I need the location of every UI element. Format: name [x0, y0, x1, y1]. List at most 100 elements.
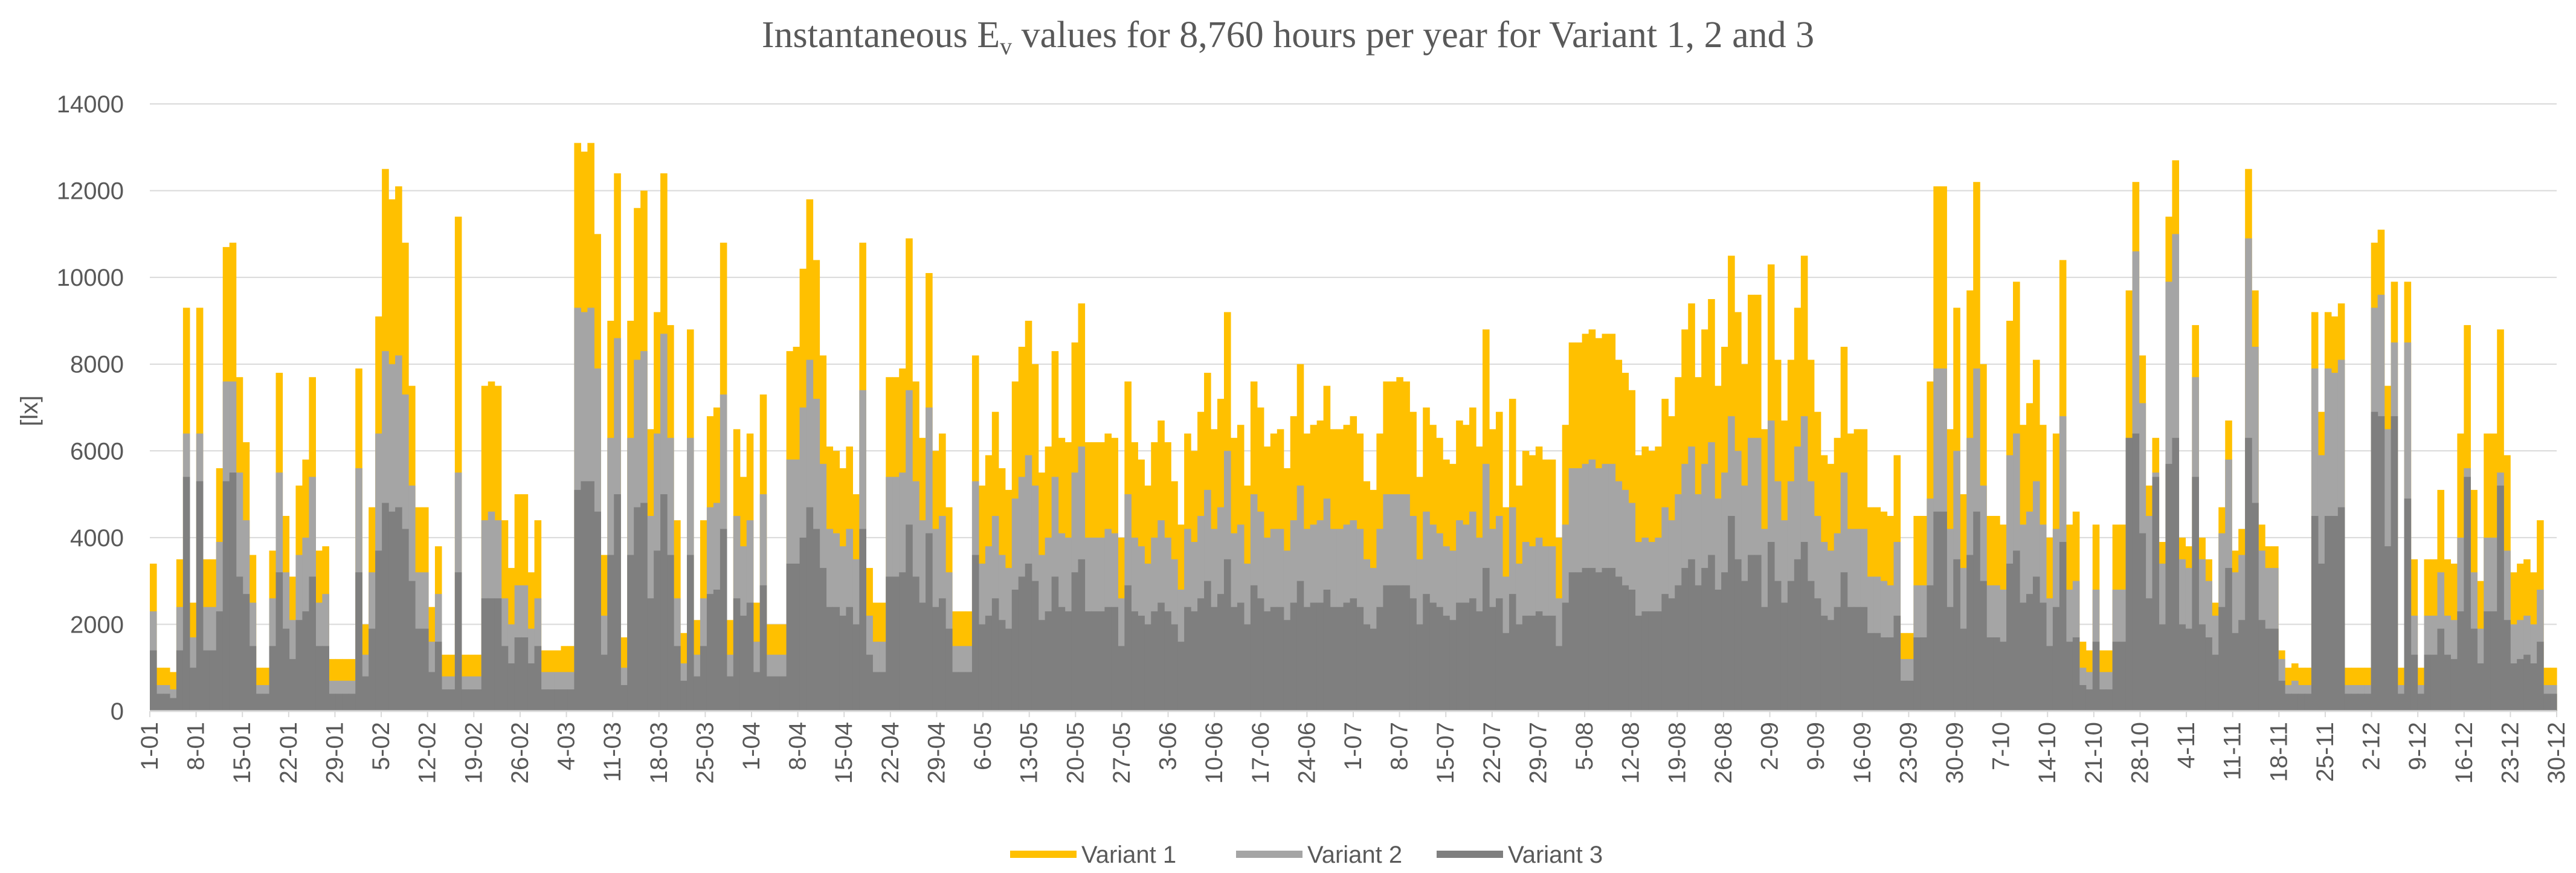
bar-variant-3	[1980, 581, 1987, 711]
bar-variant-3	[826, 607, 834, 711]
bar-variant-3	[2072, 637, 2080, 711]
bar-variant-3	[1230, 607, 1238, 711]
bar-variant-3	[926, 533, 933, 711]
bar-variant-3	[1734, 559, 1742, 711]
x-tick-label: 5-08	[1571, 722, 1598, 770]
bar-variant-3	[547, 689, 555, 711]
bar-variant-3	[899, 572, 906, 711]
bar-variant-3	[1416, 624, 1423, 711]
bar-variant-3	[1621, 585, 1629, 711]
bar-variant-3	[1595, 572, 1603, 711]
bar-variant-3	[2172, 437, 2180, 711]
bar-variant-3	[282, 628, 290, 711]
bar-variant-3	[1767, 542, 1775, 711]
bar-variant-3	[461, 689, 469, 711]
bar-variant-3	[706, 594, 714, 711]
bar-variant-3	[647, 598, 654, 711]
bar-variant-3	[607, 555, 614, 711]
bar-variant-3	[2344, 694, 2352, 711]
bar-variant-3	[1873, 633, 1881, 711]
bar-variant-3	[1011, 590, 1019, 711]
bar-variant-3	[1184, 607, 1191, 711]
bar-variant-3	[481, 598, 489, 711]
bar-variant-3	[753, 672, 761, 711]
bar-variant-3	[169, 698, 177, 711]
bar-variant-3	[2504, 620, 2511, 711]
bar-variant-3	[2464, 477, 2471, 711]
bar-variant-3	[1787, 581, 1795, 711]
bar-variant-3	[1648, 611, 1655, 711]
y-tick-label: 12000	[57, 178, 124, 205]
bar-variant-3	[1760, 607, 1768, 711]
bar-variant-3	[2032, 576, 2040, 711]
bar-variant-3	[309, 576, 316, 711]
bar-variant-3	[2125, 437, 2133, 711]
bar-variant-3	[793, 563, 800, 711]
bar-variant-3	[2410, 654, 2418, 711]
bar-variant-3	[1688, 559, 1695, 711]
bar-variant-3	[1071, 572, 1079, 711]
bar-variant-3	[494, 598, 502, 711]
bar-variant-3	[1489, 607, 1496, 711]
bar-variant-3	[302, 611, 310, 711]
bar-variant-3	[1588, 568, 1596, 711]
bar-variant-3	[2291, 694, 2299, 711]
bar-variant-3	[2066, 642, 2073, 711]
bar-variant-3	[2000, 642, 2007, 711]
chart-title: Instantaneous Ev values for 8,760 hours …	[762, 14, 1814, 60]
x-tick-label: 25-03	[692, 722, 718, 784]
bar-variant-3	[554, 689, 562, 711]
bar-variant-3	[1005, 628, 1013, 711]
legend-label: Variant 1	[1081, 842, 1176, 868]
bar-variant-3	[1469, 598, 1476, 711]
bar-variant-3	[1310, 602, 1318, 711]
bar-variant-3	[1993, 637, 2000, 711]
x-tick-label: 30-12	[2543, 722, 2570, 784]
bar-variant-3	[2550, 694, 2557, 711]
bar-variant-3	[421, 628, 429, 711]
bar-variant-3	[262, 694, 270, 711]
bar-variant-3	[395, 507, 402, 711]
bar-variant-3	[1628, 590, 1636, 711]
bar-variant-3	[1575, 572, 1583, 711]
bar-variant-3	[1124, 585, 1132, 711]
bar-variant-3	[1602, 568, 1609, 711]
bar-variant-3	[1701, 568, 1708, 711]
bar-variant-3	[2470, 628, 2478, 711]
bar-variant-3	[1118, 646, 1125, 711]
y-tick-label: 2000	[70, 611, 124, 638]
bar-variant-3	[674, 646, 681, 711]
bar-variant-3	[985, 616, 993, 711]
bar-variant-3	[561, 689, 568, 711]
bar-variant-3	[1064, 611, 1072, 711]
bar-variant-3	[1608, 568, 1616, 711]
bar-variant-3	[958, 672, 966, 711]
bar-variant-3	[872, 672, 880, 711]
bar-variant-3	[773, 676, 781, 711]
bar-variant-3	[1197, 598, 1205, 711]
bar-variant-3	[1336, 607, 1344, 711]
bar-variant-3	[601, 654, 608, 711]
bar-variant-3	[2397, 694, 2405, 711]
bar-variant-3	[2317, 563, 2325, 711]
bar-variant-3	[1158, 602, 1165, 711]
x-tick-label: 16-12	[2451, 722, 2478, 784]
bar-variant-3	[1389, 585, 1397, 711]
x-tick-label: 1-07	[1340, 722, 1367, 770]
bar-variant-3	[1615, 576, 1623, 711]
bar-variant-3	[415, 628, 422, 711]
bar-variant-3	[1708, 555, 1715, 711]
x-tick-label: 6-05	[970, 722, 996, 770]
bar-variant-3	[1582, 568, 1589, 711]
bar-variant-3	[1528, 616, 1536, 711]
bar-variant-3	[1820, 616, 1828, 711]
bar-variant-3	[1131, 611, 1138, 711]
bar-variant-3	[686, 555, 694, 711]
bar-variant-3	[2112, 642, 2120, 711]
bar-variant-3	[182, 477, 190, 711]
bar-variant-3	[1350, 598, 1357, 711]
bar-variant-3	[620, 685, 628, 711]
bar-variant-3	[1436, 607, 1443, 711]
bar-variant-3	[733, 598, 741, 711]
bar-variant-3	[2218, 607, 2226, 711]
